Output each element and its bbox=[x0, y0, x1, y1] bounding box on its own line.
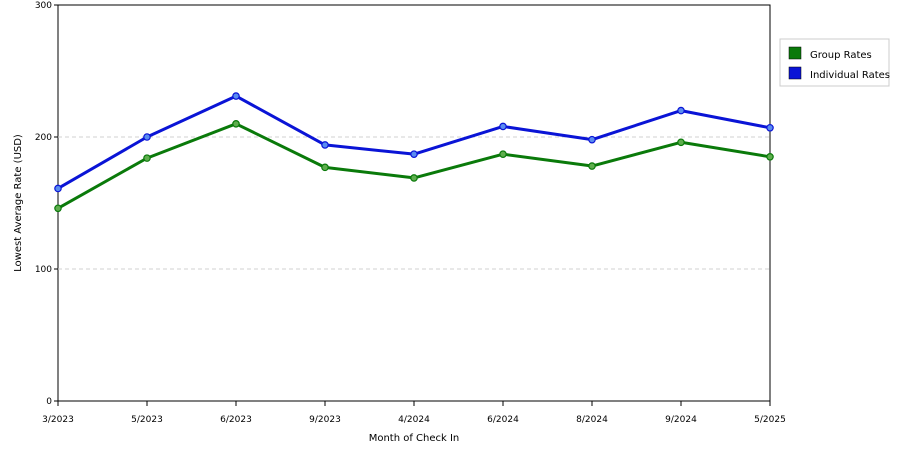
x-tick-label: 6/2023 bbox=[220, 415, 252, 425]
data-point-individual-rates bbox=[499, 122, 507, 131]
data-point-group-rates bbox=[321, 163, 329, 172]
y-tick-label: 100 bbox=[35, 265, 52, 275]
data-point-individual-rates bbox=[588, 135, 596, 144]
data-point-group-rates bbox=[54, 204, 62, 213]
plot-area bbox=[57, 4, 771, 402]
data-point-individual-rates bbox=[766, 123, 774, 132]
data-point-group-rates bbox=[232, 120, 240, 128]
x-tick-label: 9/2023 bbox=[309, 415, 341, 425]
x-axis-ticks: 3/2023 5/2023 6/2023 9/2023 4/2024 6/2024 8/20… bbox=[42, 401, 786, 425]
data-point-individual-rates bbox=[321, 141, 329, 149]
data-point-individual-rates bbox=[232, 92, 240, 100]
data-point-individual-rates bbox=[677, 106, 685, 115]
data-point-individual-rates bbox=[410, 150, 418, 158]
series-lines bbox=[54, 92, 774, 213]
x-tick-label: 3/2023 bbox=[42, 415, 74, 425]
x-tick-label: 5/2023 bbox=[131, 415, 163, 425]
legend-swatch-group-rates bbox=[788, 46, 802, 60]
x-tick-label: 8/2024 bbox=[576, 415, 608, 425]
legend-swatch-individual-rates bbox=[788, 66, 802, 80]
data-point-individual-rates bbox=[143, 133, 151, 141]
data-point-group-rates bbox=[677, 138, 685, 147]
legend-label-group-rates: Group Rates bbox=[810, 50, 872, 61]
y-axis-ticks: 0 100 200 300 bbox=[35, 1, 58, 407]
x-tick-label: 4/2024 bbox=[398, 415, 430, 425]
legend: Group Rates Individual Rates bbox=[779, 38, 890, 87]
data-point-group-rates bbox=[588, 162, 596, 170]
data-point-group-rates bbox=[410, 174, 418, 182]
x-tick-label: 6/2024 bbox=[487, 415, 519, 425]
y-axis-title: Lowest Average Rate (USD) bbox=[13, 134, 24, 272]
data-point-individual-rates bbox=[54, 184, 62, 193]
legend-label-individual-rates: Individual Rates bbox=[810, 70, 890, 81]
x-tick-label: 9/2024 bbox=[665, 415, 697, 425]
y-tick-label: 200 bbox=[35, 133, 52, 143]
data-point-group-rates bbox=[143, 154, 151, 162]
y-tick-label: 300 bbox=[35, 1, 52, 11]
x-axis-title: Month of Check In bbox=[369, 433, 460, 444]
data-point-group-rates bbox=[499, 150, 507, 158]
x-tick-label: 5/2025 bbox=[754, 415, 786, 425]
y-tick-label: 0 bbox=[46, 397, 52, 407]
data-point-group-rates bbox=[766, 153, 774, 161]
